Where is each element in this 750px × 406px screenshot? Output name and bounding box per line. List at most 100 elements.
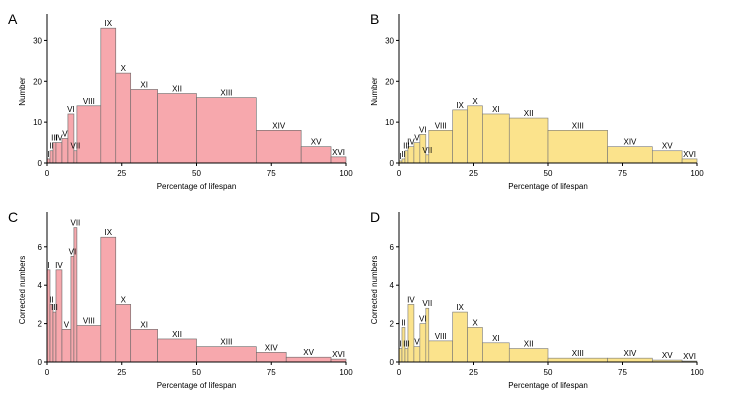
bar-label-vii: VII	[71, 219, 81, 228]
y-tick-label: 0	[38, 159, 43, 168]
bar-label-xv: XV	[303, 348, 314, 357]
bar-label-x: X	[472, 97, 478, 106]
panel-letter: B	[370, 11, 379, 27]
panel-letter: C	[8, 209, 18, 225]
y-tick-label: 2	[390, 320, 395, 329]
y-tick-label: 6	[390, 243, 395, 252]
bar-label-ix: IX	[456, 303, 464, 312]
bar-label-xi: XI	[140, 80, 148, 89]
bar-label-ix: IX	[105, 228, 113, 237]
bar-viii	[76, 105, 102, 164]
bar-vi	[67, 113, 75, 164]
bar-label-iv: IV	[55, 261, 63, 270]
bar-ix	[100, 236, 117, 363]
bar-label-ix: IX	[456, 101, 464, 110]
x-tick-label: 25	[117, 169, 126, 178]
bar-label-vi: VI	[419, 125, 427, 134]
y-tick-label: 10	[385, 118, 394, 127]
bar-ix	[452, 109, 468, 164]
bar-label-xii: XII	[524, 340, 534, 349]
bar-label-ii: II	[49, 295, 53, 304]
bar-xv	[651, 150, 683, 164]
bar-label-xi: XI	[140, 320, 148, 329]
y-tick-label: 20	[385, 77, 394, 86]
panel-letter: A	[8, 11, 18, 27]
bar-label-iii: III	[403, 142, 410, 151]
bar-viii	[76, 325, 102, 363]
x-tick-label: 50	[544, 368, 553, 377]
x-axis-title: Percentage of lifespan	[157, 182, 237, 191]
bar-label-x: X	[472, 318, 478, 327]
y-tick-label: 30	[385, 36, 394, 45]
bar-iv	[55, 269, 63, 363]
y-tick-label: 20	[33, 77, 42, 86]
bar-label-xiii: XIII	[220, 338, 232, 347]
bar-label-viii: VIII	[83, 97, 95, 106]
bar-label-v: V	[64, 320, 70, 329]
x-tick-label: 50	[192, 169, 201, 178]
bar-label-ii: II	[401, 150, 405, 159]
bar-label-i: I	[47, 150, 49, 159]
y-tick-label: 0	[38, 358, 43, 367]
bar-iii	[52, 311, 57, 363]
bar-x	[467, 327, 483, 363]
bar-ii	[49, 304, 54, 363]
bar-v	[61, 329, 72, 363]
bar-vi	[70, 256, 75, 363]
bar-label-xii: XII	[172, 330, 182, 339]
bar-xiv	[607, 146, 653, 164]
y-tick-label: 30	[33, 36, 42, 45]
bar-label-vii: VII	[422, 146, 432, 155]
bar-label-vi: VI	[67, 105, 75, 114]
bar-label-xi: XI	[492, 334, 500, 343]
bar-label-ii: II	[401, 318, 405, 327]
bar-xv	[300, 146, 332, 164]
x-tick-label: 100	[339, 169, 353, 178]
bar-label-i: I	[399, 340, 401, 349]
x-tick-label: 100	[690, 368, 704, 377]
bar-x	[467, 105, 483, 164]
bar-label-xv: XV	[311, 138, 322, 147]
bar-label-xii: XII	[172, 85, 182, 94]
bar-xiv	[607, 357, 653, 363]
bar-iv	[55, 142, 63, 164]
bar-label-viii: VIII	[435, 332, 447, 341]
bar-xii	[157, 338, 197, 363]
x-tick-label: 50	[192, 368, 201, 377]
bar-label-xv: XV	[662, 142, 673, 151]
bar-label-x: X	[121, 295, 127, 304]
bar-vi	[419, 323, 427, 363]
bar-label-iv: IV	[55, 134, 63, 143]
bar-label-viii: VIII	[435, 121, 447, 130]
bar-xv	[285, 356, 332, 363]
bar-label-xvi: XVI	[683, 150, 696, 159]
x-tick-label: 0	[397, 368, 402, 377]
bar-xii	[157, 93, 197, 164]
bar-label-xiii: XIII	[220, 89, 232, 98]
bar-xiii	[547, 130, 608, 164]
x-tick-label: 25	[117, 368, 126, 377]
x-tick-label: 0	[45, 169, 50, 178]
bar-xi	[130, 329, 158, 363]
bar-xvi	[681, 158, 698, 164]
bar-label-vii: VII	[71, 142, 81, 151]
y-axis-title: Number	[18, 77, 27, 106]
bar-label-i: I	[47, 261, 49, 270]
x-tick-label: 25	[469, 368, 478, 377]
bar-label-xiv: XIV	[272, 121, 286, 130]
bar-xii	[508, 348, 549, 363]
bar-ii	[401, 158, 406, 164]
bar-iv	[407, 304, 415, 363]
bar-label-xiv: XIV	[623, 138, 637, 147]
bar-label-x: X	[121, 64, 127, 73]
bar-xi	[482, 113, 510, 164]
bar-viii	[428, 130, 453, 164]
bar-xiv	[255, 352, 287, 363]
bar-label-iii: III	[51, 303, 58, 312]
y-axis-title: Corrected numbers	[370, 256, 379, 324]
bar-x	[115, 304, 132, 363]
